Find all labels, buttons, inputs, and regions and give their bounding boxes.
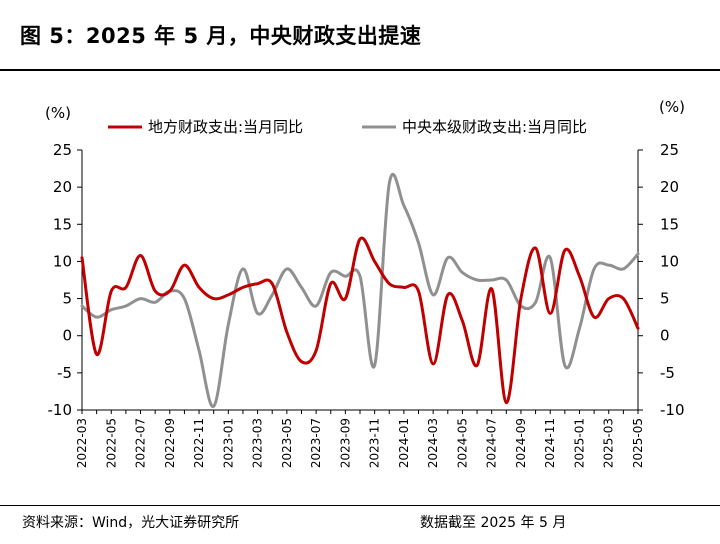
x-tick-label: 2024-03	[426, 418, 440, 468]
footer-divider	[0, 505, 720, 506]
x-tick-label: 2024-05	[455, 418, 469, 468]
x-tick-label: 2022-09	[163, 418, 177, 468]
left-tick-label: 0	[62, 327, 72, 345]
x-tick-label: 2023-11	[368, 418, 382, 468]
x-tick-label: 2024-11	[543, 418, 557, 468]
x-tick-label: 2024-07	[485, 418, 499, 468]
right-tick-label: -10	[660, 401, 685, 419]
right-tick-label: 25	[660, 141, 679, 159]
x-tick-label: 2022-03	[75, 418, 89, 468]
x-tick-label: 2023-03	[251, 418, 265, 468]
x-tick-label: 2022-11	[192, 418, 206, 468]
left-tick-label: -10	[48, 401, 73, 419]
left-tick-label: 20	[53, 178, 72, 196]
right-tick-label: 15	[660, 215, 679, 233]
legend-label: 地方财政支出:当月同比	[148, 118, 303, 136]
x-tick-label: 2023-07	[309, 418, 323, 468]
x-tick-label: 2024-01	[397, 418, 411, 468]
right-axis-unit: (%)	[659, 98, 685, 116]
line-chart: (%) 25 20 15 10 5 0 -5 -10 (%) 25 20 15 10 5 0 -5 -10 20…	[45, 98, 685, 468]
chart-title: 图 5：2025 年 5 月，中央财政支出提速	[20, 24, 422, 48]
left-y-axis: (%) 25 20 15 10 5 0 -5 -10	[45, 104, 83, 419]
source-note: 资料来源：Wind，光大证券研究所	[22, 515, 240, 531]
right-y-axis: (%) 25 20 15 10 5 0 -5 -10	[637, 98, 685, 419]
x-tick-label: 2023-05	[280, 418, 294, 468]
title-divider	[0, 69, 720, 71]
data-cutoff-note: 数据截至 2025 年 5 月	[420, 515, 567, 531]
right-tick-label: -5	[660, 364, 675, 382]
right-tick-label: 5	[660, 290, 670, 308]
x-tick-label: 2023-09	[338, 418, 352, 468]
x-axis: 2022-03 2022-05 2022-07 2022-09 2022-11 2023-…	[75, 409, 645, 468]
left-tick-label: 25	[53, 141, 72, 159]
x-tick-label: 2022-07	[134, 418, 148, 468]
series-line-central-expenditure	[80, 172, 640, 408]
right-tick-label: 0	[660, 327, 670, 345]
x-tick-label: 2022-05	[104, 418, 118, 468]
x-tick-label: 2023-01	[221, 418, 235, 468]
right-tick-label: 10	[660, 252, 679, 270]
x-tick-label: 2025-03	[602, 418, 616, 468]
legend-label: 中央本级财政支出:当月同比	[402, 118, 587, 136]
left-axis-unit: (%)	[45, 104, 71, 122]
legend: 地方财政支出:当月同比 中央本级财政支出:当月同比	[108, 118, 587, 136]
series-line-local-expenditure	[80, 236, 640, 405]
x-tick-label: 2025-05	[631, 418, 645, 468]
x-tick-label: 2024-09	[514, 418, 528, 468]
left-tick-label: 10	[53, 252, 72, 270]
x-tick-label: 2025-01	[572, 418, 586, 468]
left-tick-label: 5	[62, 290, 72, 308]
left-tick-label: 15	[53, 215, 72, 233]
left-tick-label: -5	[57, 364, 72, 382]
right-tick-label: 20	[660, 178, 679, 196]
series-layer	[80, 172, 640, 408]
